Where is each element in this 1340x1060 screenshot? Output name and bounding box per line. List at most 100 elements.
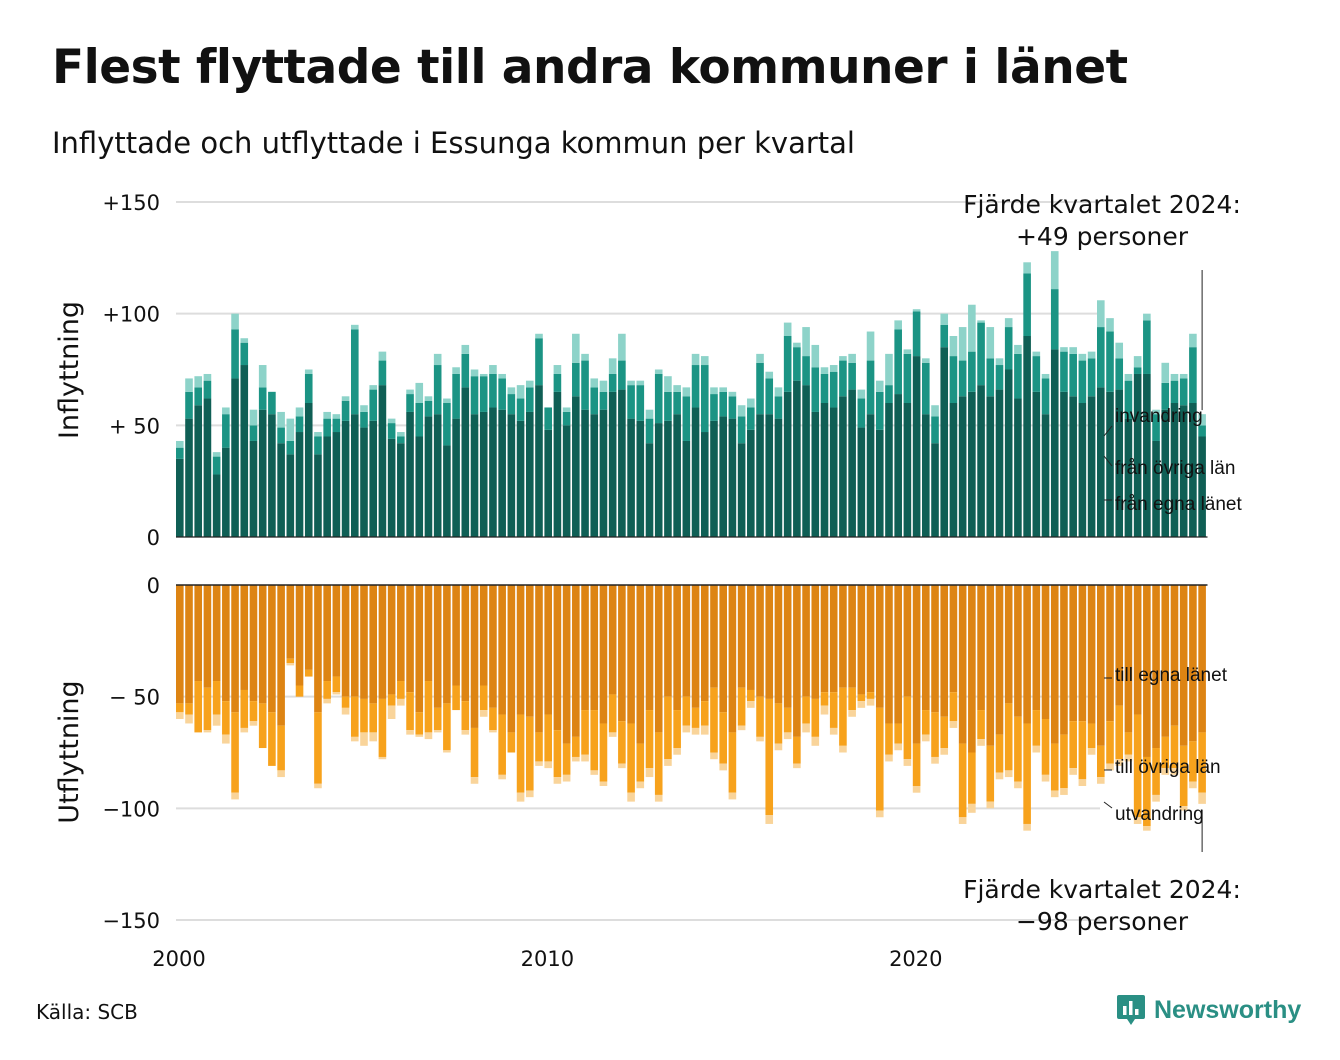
out-bar-segment [424, 681, 433, 733]
out-bar-segment [848, 710, 856, 717]
out-bar-segment [1124, 754, 1133, 762]
out-bar-segment [415, 712, 424, 735]
in-bar-segment [249, 425, 258, 441]
in-bar-segment [866, 331, 875, 361]
out-bar-segment [737, 687, 746, 726]
in-bar-segment [940, 347, 949, 537]
in-bar-segment [268, 391, 276, 415]
out-bar-segment [387, 694, 396, 706]
in-bar-segment [710, 420, 718, 537]
in-bar-segment [452, 367, 460, 374]
in-bar-segment [581, 360, 589, 410]
in-bar-segment [654, 369, 663, 374]
in-bar-segment [176, 440, 184, 448]
out-bar-segment [572, 585, 580, 737]
in-bar-segment [258, 387, 267, 410]
in-bar-segment [332, 414, 341, 419]
out-bar-segment [304, 669, 313, 677]
out-bar-segment [829, 585, 838, 693]
out-bar-segment [866, 585, 875, 693]
in-bar-segment [341, 396, 350, 401]
in-bar-segment [1087, 351, 1096, 359]
out-bar-segment [1161, 585, 1170, 737]
x-tick-label: 2010 [521, 947, 574, 971]
in-bar-segment [857, 427, 866, 537]
in-annotation-text: +49 personer [1016, 222, 1189, 251]
in-bar-segment [397, 432, 405, 437]
out-bar-segment [1189, 741, 1197, 782]
out-bar-segment [452, 685, 460, 711]
out-bar-segment [995, 772, 1004, 780]
out-bar-segment [240, 727, 249, 733]
in-bar-segment [774, 418, 783, 537]
out-bar-segment [185, 714, 193, 724]
out-bar-segment [249, 721, 258, 726]
in-bar-segment [719, 387, 727, 392]
in-bar-segment [1106, 331, 1114, 392]
out-bar-segment [765, 698, 774, 816]
in-bar-segment [350, 324, 359, 330]
in-bar-segment [498, 373, 506, 379]
in-bar-segment [544, 429, 552, 537]
in-bar-segment [507, 414, 516, 537]
in-bar-segment [848, 362, 856, 390]
in-bar-segment [885, 353, 893, 386]
out-bar-segment [912, 786, 921, 793]
out-bar-segment [341, 696, 350, 708]
out-bar-segment [700, 701, 709, 726]
out-bar-segment [553, 585, 562, 731]
in-bar-segment [507, 387, 516, 395]
in-bar-segment [516, 385, 525, 399]
out-bar-segment [645, 768, 654, 778]
out-bar-segment [1087, 585, 1096, 724]
in-bar-segment [673, 385, 681, 392]
out-bar-segment [378, 585, 387, 699]
in-bar-segment [931, 416, 939, 444]
in-bar-segment [304, 373, 313, 403]
in-bar-segment [820, 373, 829, 403]
out-bar-segment [1124, 585, 1133, 733]
out-bar-segment [618, 721, 626, 764]
in-bar-segment [636, 385, 645, 421]
out-bar-segment [1023, 585, 1031, 724]
newsworthy-logo-icon [1117, 995, 1145, 1025]
in-bar-segment [627, 418, 635, 537]
out-bar-segment [599, 585, 608, 724]
out-bar-segment [903, 759, 912, 766]
in-bar-segment [719, 416, 727, 537]
out-annotation-text: −98 personer [1016, 907, 1189, 936]
in-bar-segment [1133, 356, 1142, 368]
out-bar-segment [590, 770, 599, 775]
out-bar-segment [1078, 721, 1087, 780]
in-bar-segment [231, 378, 239, 537]
out-bar-segment [774, 743, 783, 751]
in-bar-segment [433, 353, 442, 366]
in-bar-segment [507, 394, 516, 415]
in-bar-segment [350, 329, 359, 415]
chart-subtitle: Inflyttade och utflyttade i Essunga komm… [52, 126, 855, 160]
out-bar-segment [277, 585, 285, 726]
in-bar-segment [968, 304, 976, 352]
in-bar-segment [203, 380, 212, 399]
out-bar-segment [461, 701, 470, 731]
in-bar-segment [747, 407, 755, 430]
in-bar-segment [525, 380, 534, 388]
out-ytick-label: 0 [147, 574, 160, 598]
in-bar-segment [728, 391, 737, 397]
out-bar-segment [968, 803, 976, 813]
in-bar-segment [553, 373, 562, 392]
in-bar-segment [240, 338, 249, 343]
in-bar-segment [1152, 440, 1160, 537]
out-bar-segment [406, 692, 414, 731]
out-bar-segment [433, 730, 442, 733]
out-bar-segment [673, 710, 681, 749]
out-bar-segment [608, 732, 617, 737]
in-bar-segment [1041, 414, 1050, 537]
in-bar-segment [636, 380, 645, 386]
in-bar-segment [664, 391, 672, 421]
in-bar-segment [498, 409, 506, 537]
in-bar-segment [1198, 425, 1206, 437]
in-bar-segment [1161, 362, 1170, 383]
out-bar-segment [875, 810, 884, 818]
out-bar-segment [608, 585, 617, 695]
